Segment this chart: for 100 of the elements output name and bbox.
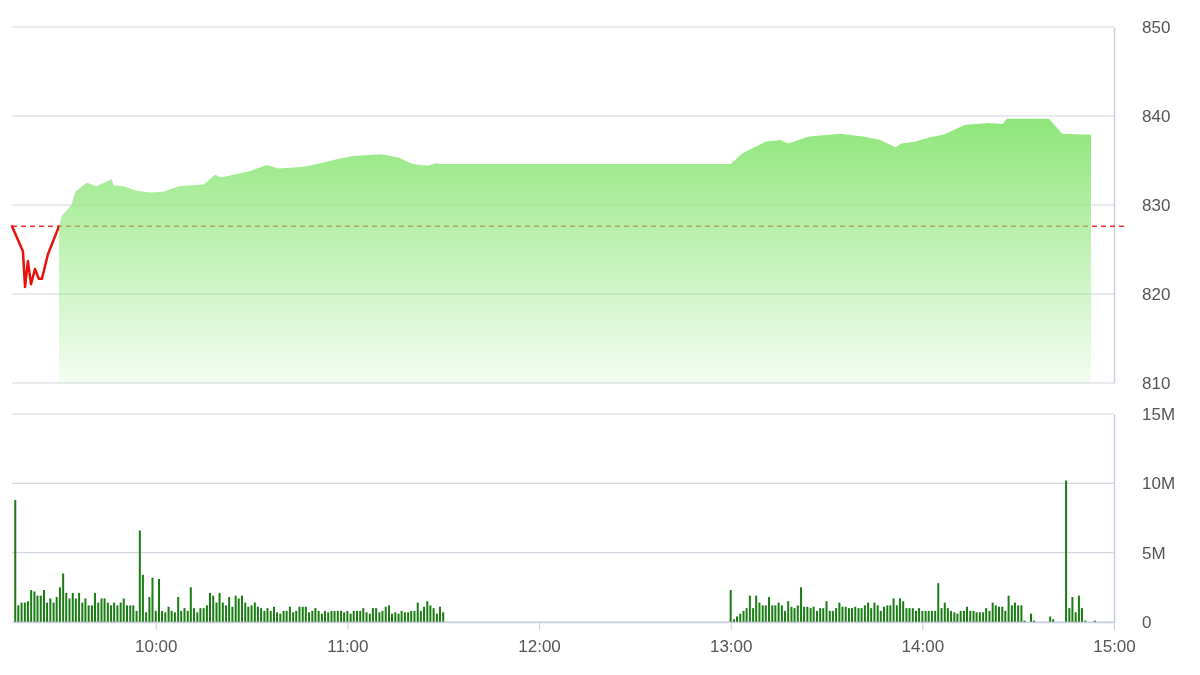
bar [164,612,167,622]
bar [429,605,432,622]
bar [825,601,828,622]
bar [966,606,968,622]
bar [196,612,199,622]
bar [953,612,956,622]
bar [394,612,397,622]
bar [327,612,330,622]
bar [272,606,275,622]
bar [956,613,959,622]
bar [921,610,924,622]
x-tick-label: 15:00 [1093,637,1136,657]
bar [854,606,857,622]
bar [844,606,847,622]
bar [355,610,358,622]
bar [1007,595,1010,622]
bar [208,592,211,622]
bar [982,612,985,622]
x-tick-label: 12:00 [518,637,561,657]
bar [298,606,301,622]
bar [20,602,23,622]
bar [729,590,732,622]
bar [183,608,186,622]
bar [295,610,298,622]
bar [898,598,901,622]
bar [991,602,994,622]
bar [413,610,416,622]
bar [438,606,441,622]
bar [975,612,978,622]
bar [371,608,374,622]
bar [113,602,116,622]
bar [256,606,259,622]
bar [793,608,796,622]
x-tick-label: 11:00 [327,637,369,657]
bar [1052,619,1055,622]
bar [943,602,946,622]
line-series [10,225,61,289]
bar [301,606,304,622]
y-tick-label: 820 [1142,284,1171,304]
bar [346,610,349,622]
bar [889,605,892,622]
y-tick-label: 15M [1142,404,1176,424]
bar [1020,605,1023,622]
bar [253,602,256,622]
bar [269,610,272,622]
bar [400,610,403,622]
bar [247,606,250,622]
bar [959,610,962,622]
bar [927,610,930,622]
bar [250,605,253,622]
bar [49,598,52,622]
bar [202,608,205,622]
bar [911,608,914,622]
bar [397,613,400,622]
y-tick-label: 830 [1142,195,1171,215]
bar [780,605,783,622]
bar [819,608,822,622]
y-tick-label: 10M [1142,474,1176,494]
bar [831,610,834,622]
y-tick-label: 0 [1142,612,1152,632]
bar [432,608,435,622]
bar [285,610,288,622]
bar [918,608,921,622]
bar [857,608,860,622]
bar [375,608,378,622]
bar [359,610,362,622]
bar [876,605,879,622]
y-tick-label: 5M [1142,543,1166,563]
bar [863,605,866,622]
bar [873,602,876,622]
bar [384,606,387,622]
bar [43,590,46,622]
bar [311,610,314,622]
bar [924,610,927,622]
bar [748,595,751,622]
bar [838,602,841,622]
bar [407,612,410,622]
bar [330,610,333,622]
bar [950,610,953,622]
bar [1017,605,1020,622]
bar [352,610,355,622]
bar [263,610,266,622]
y-tick-label: 850 [1142,17,1171,37]
y-tick-label: 810 [1142,373,1171,393]
bar [106,602,109,622]
bar [1001,606,1004,622]
bar [915,610,918,622]
bar [962,610,965,622]
bar [969,610,972,622]
bar [908,608,911,622]
bar [138,530,141,622]
bar [279,613,282,622]
bar [381,610,384,622]
bar [736,616,739,622]
bar [14,499,17,622]
bar [410,610,413,622]
bar [93,592,96,622]
bar [1030,613,1033,622]
bar [266,608,269,622]
bar [71,592,74,622]
